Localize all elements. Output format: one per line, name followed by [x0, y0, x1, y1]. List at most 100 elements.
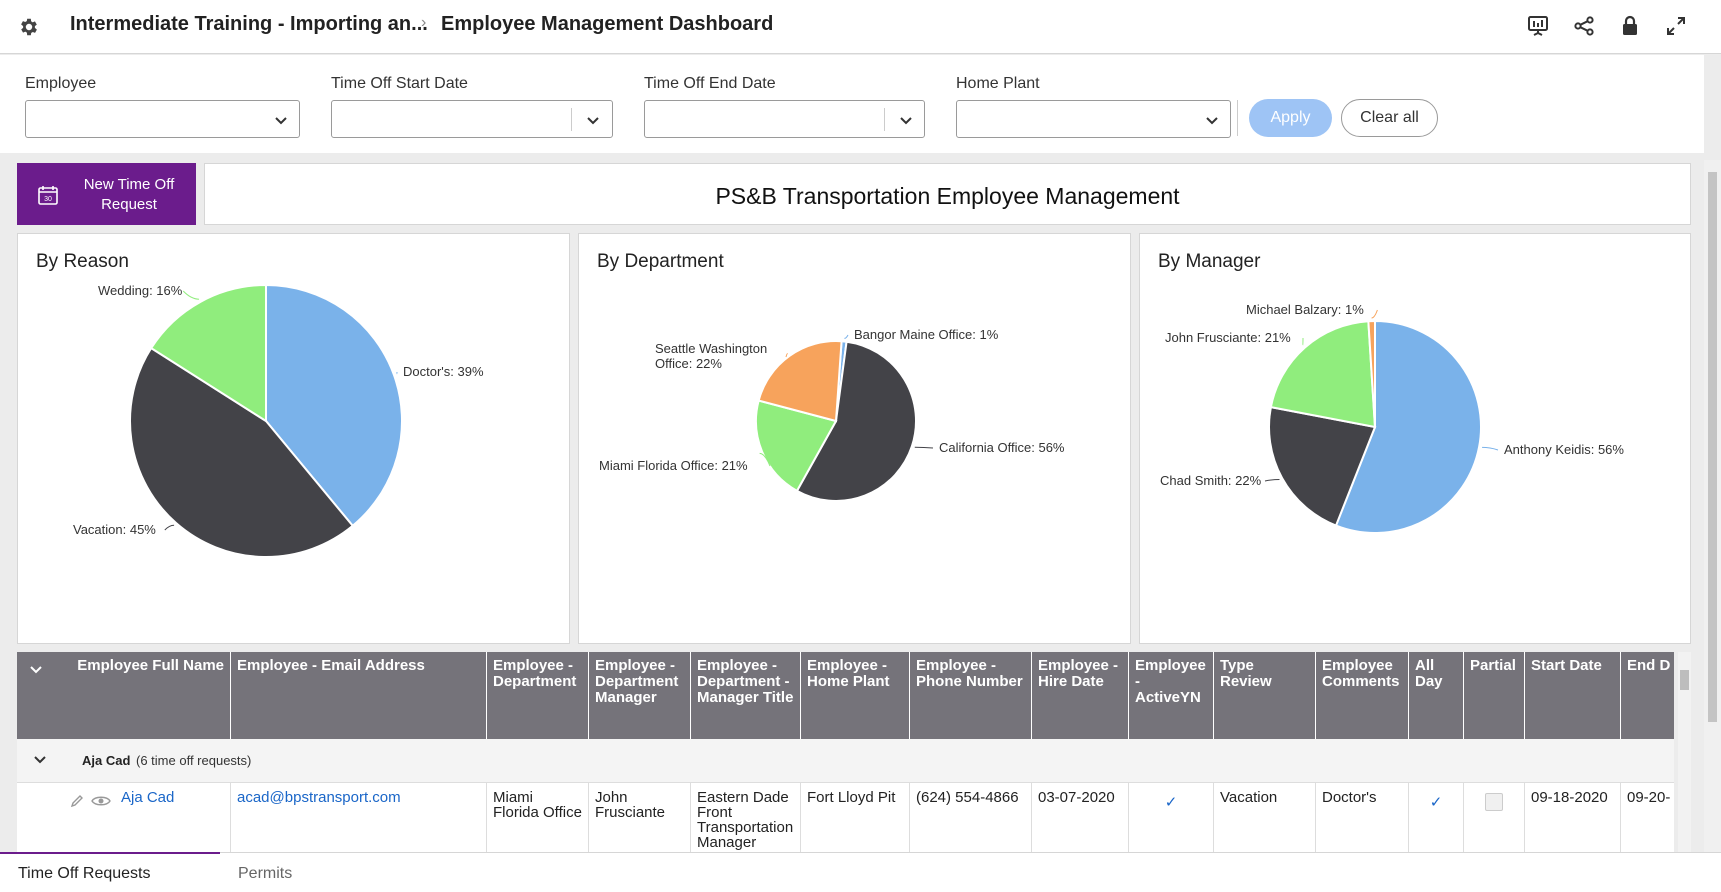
calendar-day-text: 30 [44, 196, 52, 203]
employee-filter-label: Employee [25, 75, 97, 92]
by-department-pie: Bangor Maine Office: 1% California Office… [599, 327, 1065, 502]
pie-slice[interactable] [1334, 319, 1482, 534]
breadcrumb-parent[interactable]: Intermediate Training - Importing an... [70, 13, 428, 35]
pie-slice-label: John Frusciante: 21% [1165, 330, 1291, 345]
pie-slice[interactable] [1268, 405, 1377, 527]
pie-label-connector [1264, 479, 1280, 482]
cell-end-date: 09-20- [1627, 789, 1671, 806]
group-row[interactable]: Aja Cad (6 time off requests) [17, 739, 1674, 783]
lock-icon[interactable] [1618, 14, 1642, 38]
table-row[interactable]: Aja Cad acad@bpstransport.com Miami Flor… [17, 783, 1674, 852]
edit-pencil-icon[interactable] [69, 793, 85, 809]
end-date-filter-label: Time Off End Date [644, 75, 776, 92]
table-header: Employee Full Name Employee - Email Addr… [17, 652, 1674, 739]
by-manager-chart: By Manager Anthony Keidis: 56% Chad Smith… [1139, 233, 1691, 644]
active-check-icon: ✓ [1164, 794, 1178, 811]
presentation-icon[interactable] [1526, 14, 1550, 38]
pie-slice-label: California Office: 56% [939, 440, 1065, 455]
column-header-home-plant[interactable]: Employee - Home Plant [801, 652, 910, 739]
new-time-off-request-button[interactable]: 30 New Time Off Request [17, 163, 196, 225]
cell-full-name: Aja Cad [17, 783, 231, 852]
collapse-all-icon[interactable] [29, 662, 43, 676]
expand-icon[interactable] [1664, 14, 1688, 38]
cell-type-review: Vacation [1214, 783, 1316, 852]
gear-icon[interactable] [18, 16, 40, 38]
pie-slice[interactable] [128, 346, 355, 558]
employee-filter-select[interactable] [25, 100, 300, 138]
time-off-table: Employee Full Name Employee - Email Addr… [17, 652, 1674, 852]
column-header-full-name[interactable]: Employee Full Name [17, 652, 231, 739]
home-plant-filter-select[interactable] [956, 100, 1231, 138]
pie-slice-label: Doctor's: 39% [403, 364, 484, 379]
pie-slice-label: Bangor Maine Office: 1% [854, 327, 999, 342]
column-header-comments[interactable]: Employee Comments [1316, 652, 1409, 739]
pie-slice-label: Anthony Keidis: 56% [1504, 442, 1624, 457]
column-header-manager-title[interactable]: Employee - Department - Manager Title [691, 652, 801, 739]
dashboard-title-box: PS&B Transportation Employee Management [204, 163, 1691, 225]
pie-slice-label: Michael Balzary: 1% [1246, 302, 1364, 317]
pie-label-connector [1371, 309, 1378, 319]
column-header-end-date[interactable]: End D [1627, 657, 1671, 674]
all-day-check-icon: ✓ [1429, 794, 1443, 811]
employee-name-link[interactable]: Aja Cad [121, 789, 175, 806]
table-scrollbar-thumb[interactable] [1680, 670, 1689, 690]
column-header-department-manager[interactable]: Employee - Department Manager [589, 652, 691, 739]
column-header-email[interactable]: Employee - Email Address [231, 652, 487, 739]
cell-partial [1464, 783, 1525, 852]
partial-checkbox[interactable] [1485, 793, 1503, 811]
pie-slice[interactable] [149, 283, 267, 423]
column-header-all-day[interactable]: All Day [1409, 652, 1464, 739]
pie-label-connector [164, 524, 175, 531]
pie-slice[interactable] [755, 399, 838, 493]
home-plant-filter-label: Home Plant [956, 75, 1040, 92]
email-link[interactable]: acad@bpstransport.com [231, 783, 487, 852]
cell-manager: John Frusciante [589, 783, 691, 852]
select-divider [571, 108, 572, 131]
table-scrollbar[interactable] [1678, 652, 1691, 852]
by-reason-chart: By Reason Doctor's: 39% Vacation: 45% Wedd… [17, 233, 570, 644]
pie-slice-label: Seattle Washington Office: 22% [655, 341, 767, 371]
clear-all-button[interactable]: Clear all [1341, 99, 1438, 137]
cell-start-date: 09-18-2020 [1525, 783, 1621, 852]
column-header-phone[interactable]: Employee - Phone Number [910, 652, 1032, 739]
group-name: Aja Cad [82, 753, 131, 768]
page-scrollbar[interactable] [1704, 160, 1721, 852]
pie-slice[interactable] [757, 340, 843, 423]
pie-slice[interactable] [1367, 319, 1376, 428]
column-header-hire-date[interactable]: Employee - Hire Date [1032, 652, 1129, 739]
share-icon[interactable] [1572, 14, 1596, 38]
start-date-filter-select[interactable] [331, 100, 613, 138]
chevron-down-icon [587, 117, 599, 125]
chevron-down-icon[interactable] [33, 752, 47, 766]
pie-slice-label: Vacation: 45% [73, 522, 156, 537]
tab-time-off-requests[interactable]: Time Off Requests [18, 865, 151, 882]
pie-label-connector [785, 353, 788, 358]
cell-comments: Doctor's [1316, 783, 1409, 852]
page-title: Employee Management Dashboard [441, 13, 774, 35]
column-header-active[interactable]: Employee - ActiveYN [1129, 652, 1214, 739]
pie-label-connector [759, 452, 771, 467]
apply-button[interactable]: Apply [1249, 99, 1332, 137]
pie-slice[interactable] [265, 283, 403, 528]
cell-home-plant: Fort Lloyd Pit [801, 783, 910, 852]
column-header-department[interactable]: Employee - Department [487, 652, 589, 739]
view-eye-icon[interactable] [91, 793, 111, 809]
pie-slice[interactable] [1269, 320, 1377, 429]
pie-label-connector [914, 446, 934, 449]
tab-permits[interactable]: Permits [238, 865, 293, 882]
filter-bar: Employee Time Off Start Date Time Off En… [0, 55, 1704, 153]
end-date-filter-select[interactable] [644, 100, 925, 138]
chart-title: By Manager [1158, 251, 1261, 272]
page-scrollbar-thumb[interactable] [1708, 172, 1717, 722]
column-header-type-review[interactable]: Type Review [1214, 652, 1316, 739]
chevron-down-icon [900, 117, 912, 125]
top-header: Intermediate Training - Importing an... … [0, 0, 1721, 54]
column-header-start-date[interactable]: Start Date [1525, 652, 1621, 739]
cell-active: ✓ [1129, 783, 1214, 852]
group-count: (6 time off requests) [136, 753, 252, 768]
pie-slice[interactable] [795, 340, 917, 502]
column-header-partial[interactable]: Partial [1464, 652, 1525, 739]
chevron-down-icon [275, 117, 287, 125]
new-time-off-request-label: New Time Off Request [83, 176, 175, 213]
cell-hire-date: 03-07-2020 [1032, 783, 1129, 852]
